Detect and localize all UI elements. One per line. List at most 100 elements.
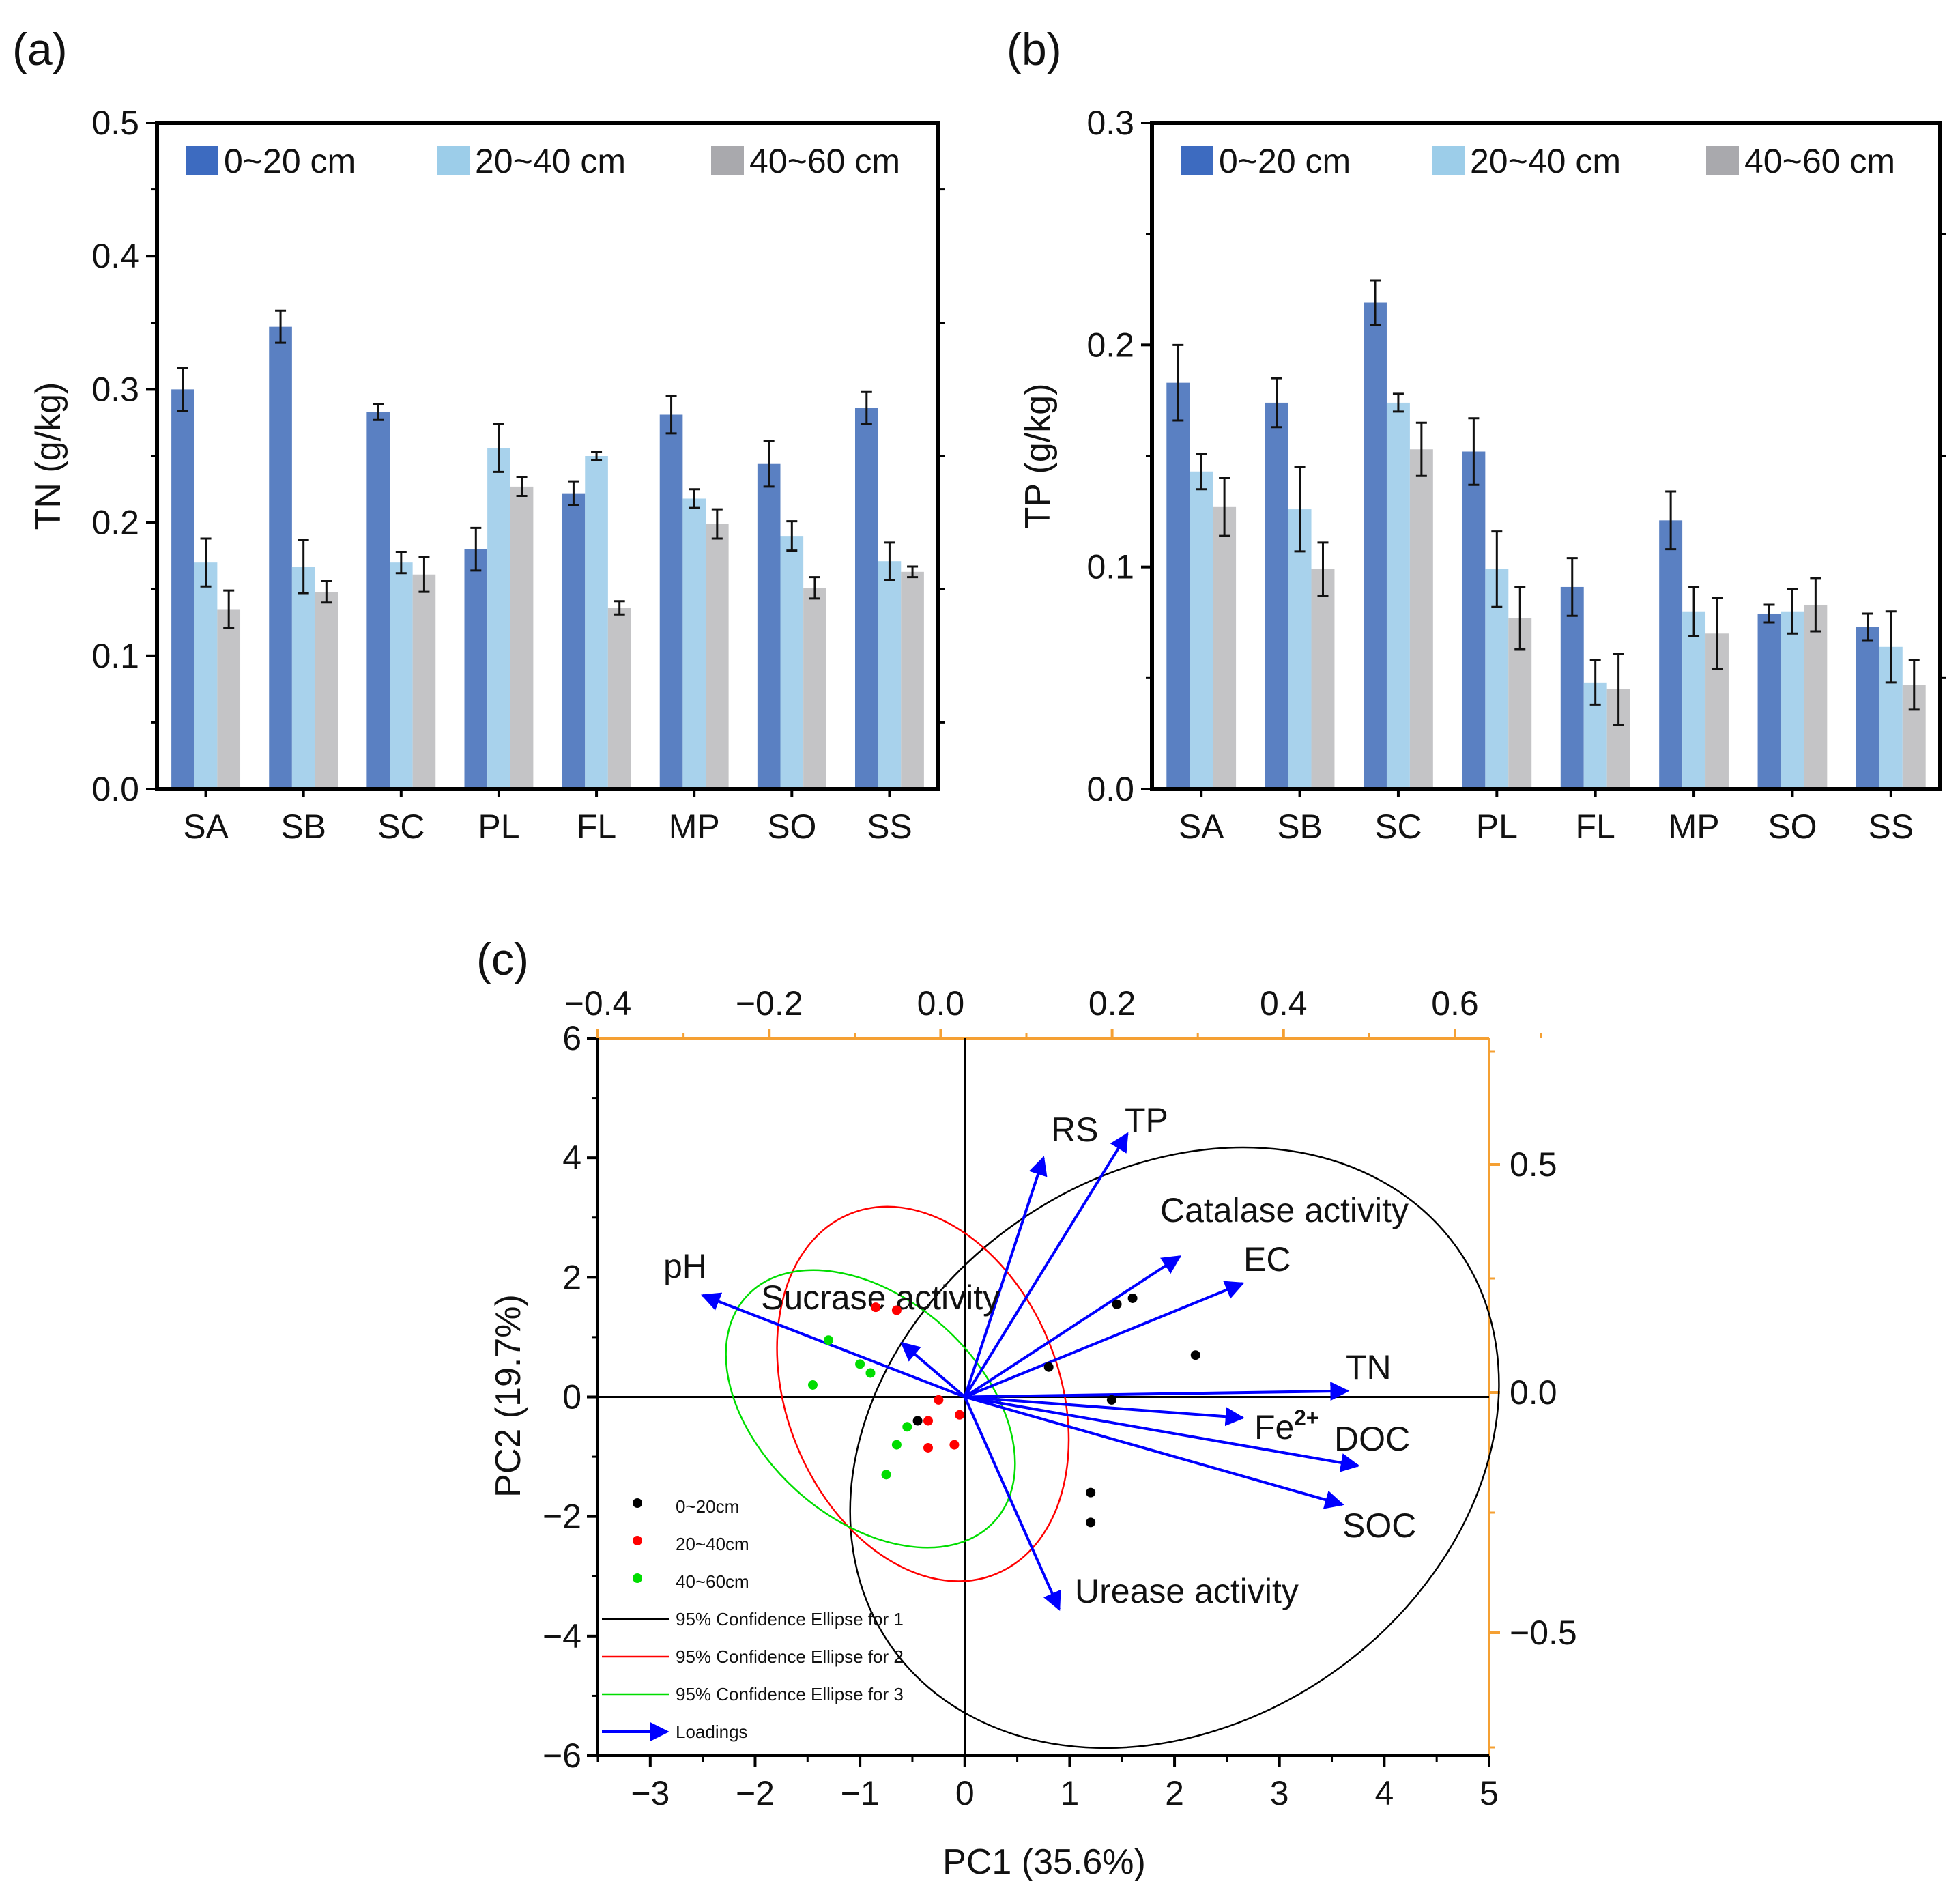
- b-bar: [1288, 509, 1312, 789]
- a-bar: [291, 567, 315, 789]
- pca-loading-arrow: [964, 1395, 1245, 1427]
- b-bar: [1560, 586, 1584, 789]
- a-bar: [315, 592, 338, 789]
- a-x-tick-label: FL: [577, 808, 616, 846]
- pca-confidence-ellipse: [849, 1146, 1500, 1749]
- pca-x-tick-label: 2: [1165, 1774, 1184, 1812]
- panel-a-y-axis-title: TN (g/kg): [29, 382, 68, 530]
- b-x-tick-label: FL: [1576, 808, 1615, 846]
- pca-score-point: [881, 1470, 891, 1480]
- a-x-tick-label: SA: [183, 808, 229, 846]
- pca-top-tick-label: 0.0: [917, 984, 965, 1023]
- pca-right-tick-label: −0.5: [1510, 1614, 1577, 1652]
- b-bar: [1311, 569, 1335, 789]
- pca-score-point: [1086, 1517, 1096, 1528]
- pca-loading-arrow: [964, 1395, 1344, 1509]
- pca-score-point: [1106, 1395, 1116, 1405]
- panel-a: (a) 0.00.10.20.30.40.5 SA SB SC PL FL MP SO SS …: [12, 24, 945, 846]
- a-bar: [366, 412, 390, 789]
- pca-y-tick-label: 4: [562, 1139, 581, 1177]
- pca-y-tick-label: −6: [543, 1737, 581, 1775]
- panel-a-legend: 0~20 cm 20~40 cm 40~60 cm: [186, 142, 900, 180]
- pca-loading-arrow: [963, 1396, 1061, 1611]
- pca-score-point: [902, 1422, 912, 1432]
- panel-a-x-axis: SA SB SC PL FL MP SO SS: [183, 789, 912, 846]
- pca-x-tick-label: 1: [1061, 1774, 1080, 1812]
- pca-score-point: [871, 1302, 881, 1313]
- pca-loading-label: Catalase activity: [1160, 1191, 1409, 1229]
- panel-b-bars: [1166, 279, 1926, 789]
- a-bar: [854, 408, 878, 789]
- b-x-tick-label: PL: [1476, 808, 1518, 846]
- pca-top-tick-label: 0.2: [1089, 984, 1136, 1023]
- pca-x-tick-label: 5: [1480, 1774, 1499, 1812]
- pca-score-point: [865, 1368, 876, 1378]
- b-bar: [1213, 506, 1237, 789]
- panel-c-plot: −3 −2 −1 0 1 2 3 4 5 −6 −4 −2 0 2 4 6−0.4 −0.2 0.0 0.2 0.4 0…: [543, 984, 1577, 1812]
- pca-loading-label: pH: [663, 1247, 707, 1285]
- b-x-tick-label: SC: [1374, 808, 1422, 846]
- pca-top-tick-label: −0.4: [564, 984, 632, 1023]
- a-y-tick-label: 0.0: [91, 770, 139, 808]
- pca-loading-arrow: [964, 1395, 1360, 1472]
- b-bar: [1757, 613, 1781, 789]
- a-legend-label: 20~40 cm: [475, 142, 626, 180]
- a-x-tick-label: SS: [867, 808, 912, 846]
- a-legend-label: 0~20 cm: [224, 142, 356, 180]
- a-bar: [464, 549, 488, 789]
- pca-score-point: [891, 1440, 902, 1450]
- pca-score-point: [1127, 1293, 1138, 1303]
- pca-score-point: [934, 1395, 944, 1405]
- a-bar: [389, 562, 413, 789]
- pca-x-tick-label: −2: [736, 1774, 775, 1812]
- pca-x-tick-label: −1: [841, 1774, 880, 1812]
- b-x-tick-label: SO: [1768, 808, 1817, 846]
- pca-score-point: [1086, 1487, 1096, 1498]
- b-y-tick-label: 0.3: [1086, 104, 1134, 142]
- pca-loading-label: TN: [1346, 1348, 1392, 1386]
- pca-score-point: [923, 1416, 933, 1426]
- a-bar: [706, 524, 729, 789]
- pca-right-tick-label: 0.0: [1510, 1373, 1557, 1412]
- a-y-tick-label: 0.5: [91, 104, 139, 142]
- panel-b-y-axis: 0.0 0.1 0.2 0.3: [1086, 104, 1946, 808]
- a-bar: [878, 561, 902, 789]
- b-legend-swatch: [1181, 146, 1213, 175]
- b-bar: [1682, 611, 1706, 789]
- b-legend-label: 40~60 cm: [1744, 142, 1895, 180]
- pca-loading-label: SOC: [1342, 1506, 1416, 1545]
- panel-a-label: (a): [12, 24, 68, 74]
- a-x-tick-label: PL: [478, 808, 519, 846]
- b-legend-swatch: [1432, 146, 1465, 175]
- b-bar: [1781, 611, 1804, 789]
- a-bar: [757, 463, 781, 789]
- pca-loading-arrow: [964, 1382, 1350, 1401]
- pca-legend-marker: [633, 1573, 642, 1583]
- a-bar: [682, 498, 706, 789]
- b-bar: [1364, 302, 1387, 789]
- a-bar: [487, 448, 510, 789]
- pca-x-tick-label: 0: [955, 1774, 975, 1812]
- panel-b-legend: 0~20 cm 20~40 cm 40~60 cm: [1181, 142, 1895, 180]
- panel-b: (b) 0.0 0.1 0.2 0.3 SA SB SC PL FL MP SO SS TP (g/…: [1007, 24, 1946, 846]
- a-bar: [607, 608, 631, 789]
- pca-loading-arrow: [964, 1281, 1245, 1399]
- pca-score-point: [1112, 1299, 1122, 1309]
- a-y-tick-label: 0.3: [91, 370, 139, 408]
- pca-y-tick-label: 6: [562, 1019, 581, 1057]
- pca-x-tick-label: 4: [1374, 1774, 1394, 1812]
- a-bar: [194, 562, 218, 789]
- pca-score-point: [949, 1440, 960, 1450]
- pca-legend-label: 95% Confidence Ellipse for 3: [676, 1684, 904, 1704]
- pca-legend-marker: [633, 1536, 642, 1545]
- b-bar: [1856, 627, 1879, 789]
- pca-confidence-ellipse: [725, 1269, 1016, 1549]
- pca-legend-label: 95% Confidence Ellipse for 2: [676, 1646, 904, 1667]
- b-x-tick-label: MP: [1669, 808, 1720, 846]
- b-y-tick-label: 0.2: [1086, 326, 1134, 364]
- pca-legend-label: 0~20cm: [676, 1496, 739, 1517]
- pca-top-tick-label: 0.4: [1260, 984, 1308, 1023]
- pca-loading-label: Urease activity: [1075, 1572, 1299, 1610]
- pca-x-tick-label: 3: [1270, 1774, 1289, 1812]
- pca-loading-label: EC: [1243, 1240, 1291, 1278]
